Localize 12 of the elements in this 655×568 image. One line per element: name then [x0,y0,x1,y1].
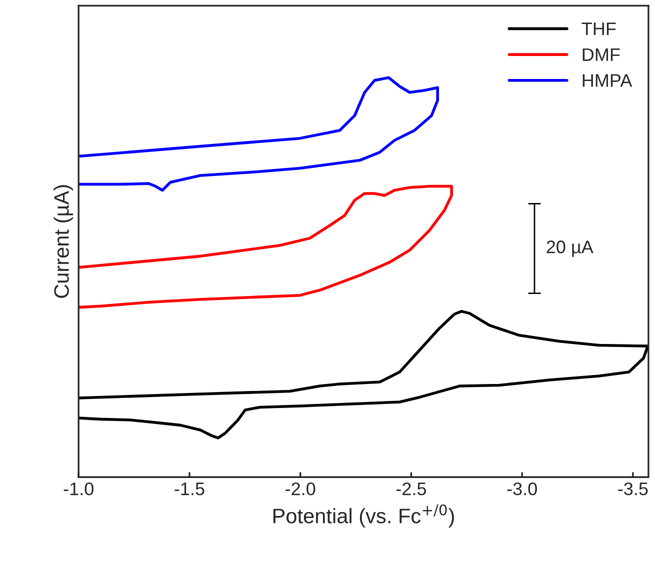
y-axis-title: Current (µA) [54,185,74,298]
legend-label: THF [582,22,616,36]
x-tick-label: -3.5 [618,482,648,496]
x-tick-label: -2.0 [286,482,316,496]
x-axis-title: Potential (vs. Fc$^{+/0}$) [273,504,454,528]
annotation: 20 µA [546,240,594,257]
x-tick-label: -1.5 [174,482,204,496]
legend-label: HMPA [582,74,632,87]
x-tick-label: -1.0 [64,482,94,496]
x-tick-label: -2.5 [396,482,426,496]
legend-label: DMF [582,48,620,61]
x-tick-label: -3.0 [507,482,537,496]
